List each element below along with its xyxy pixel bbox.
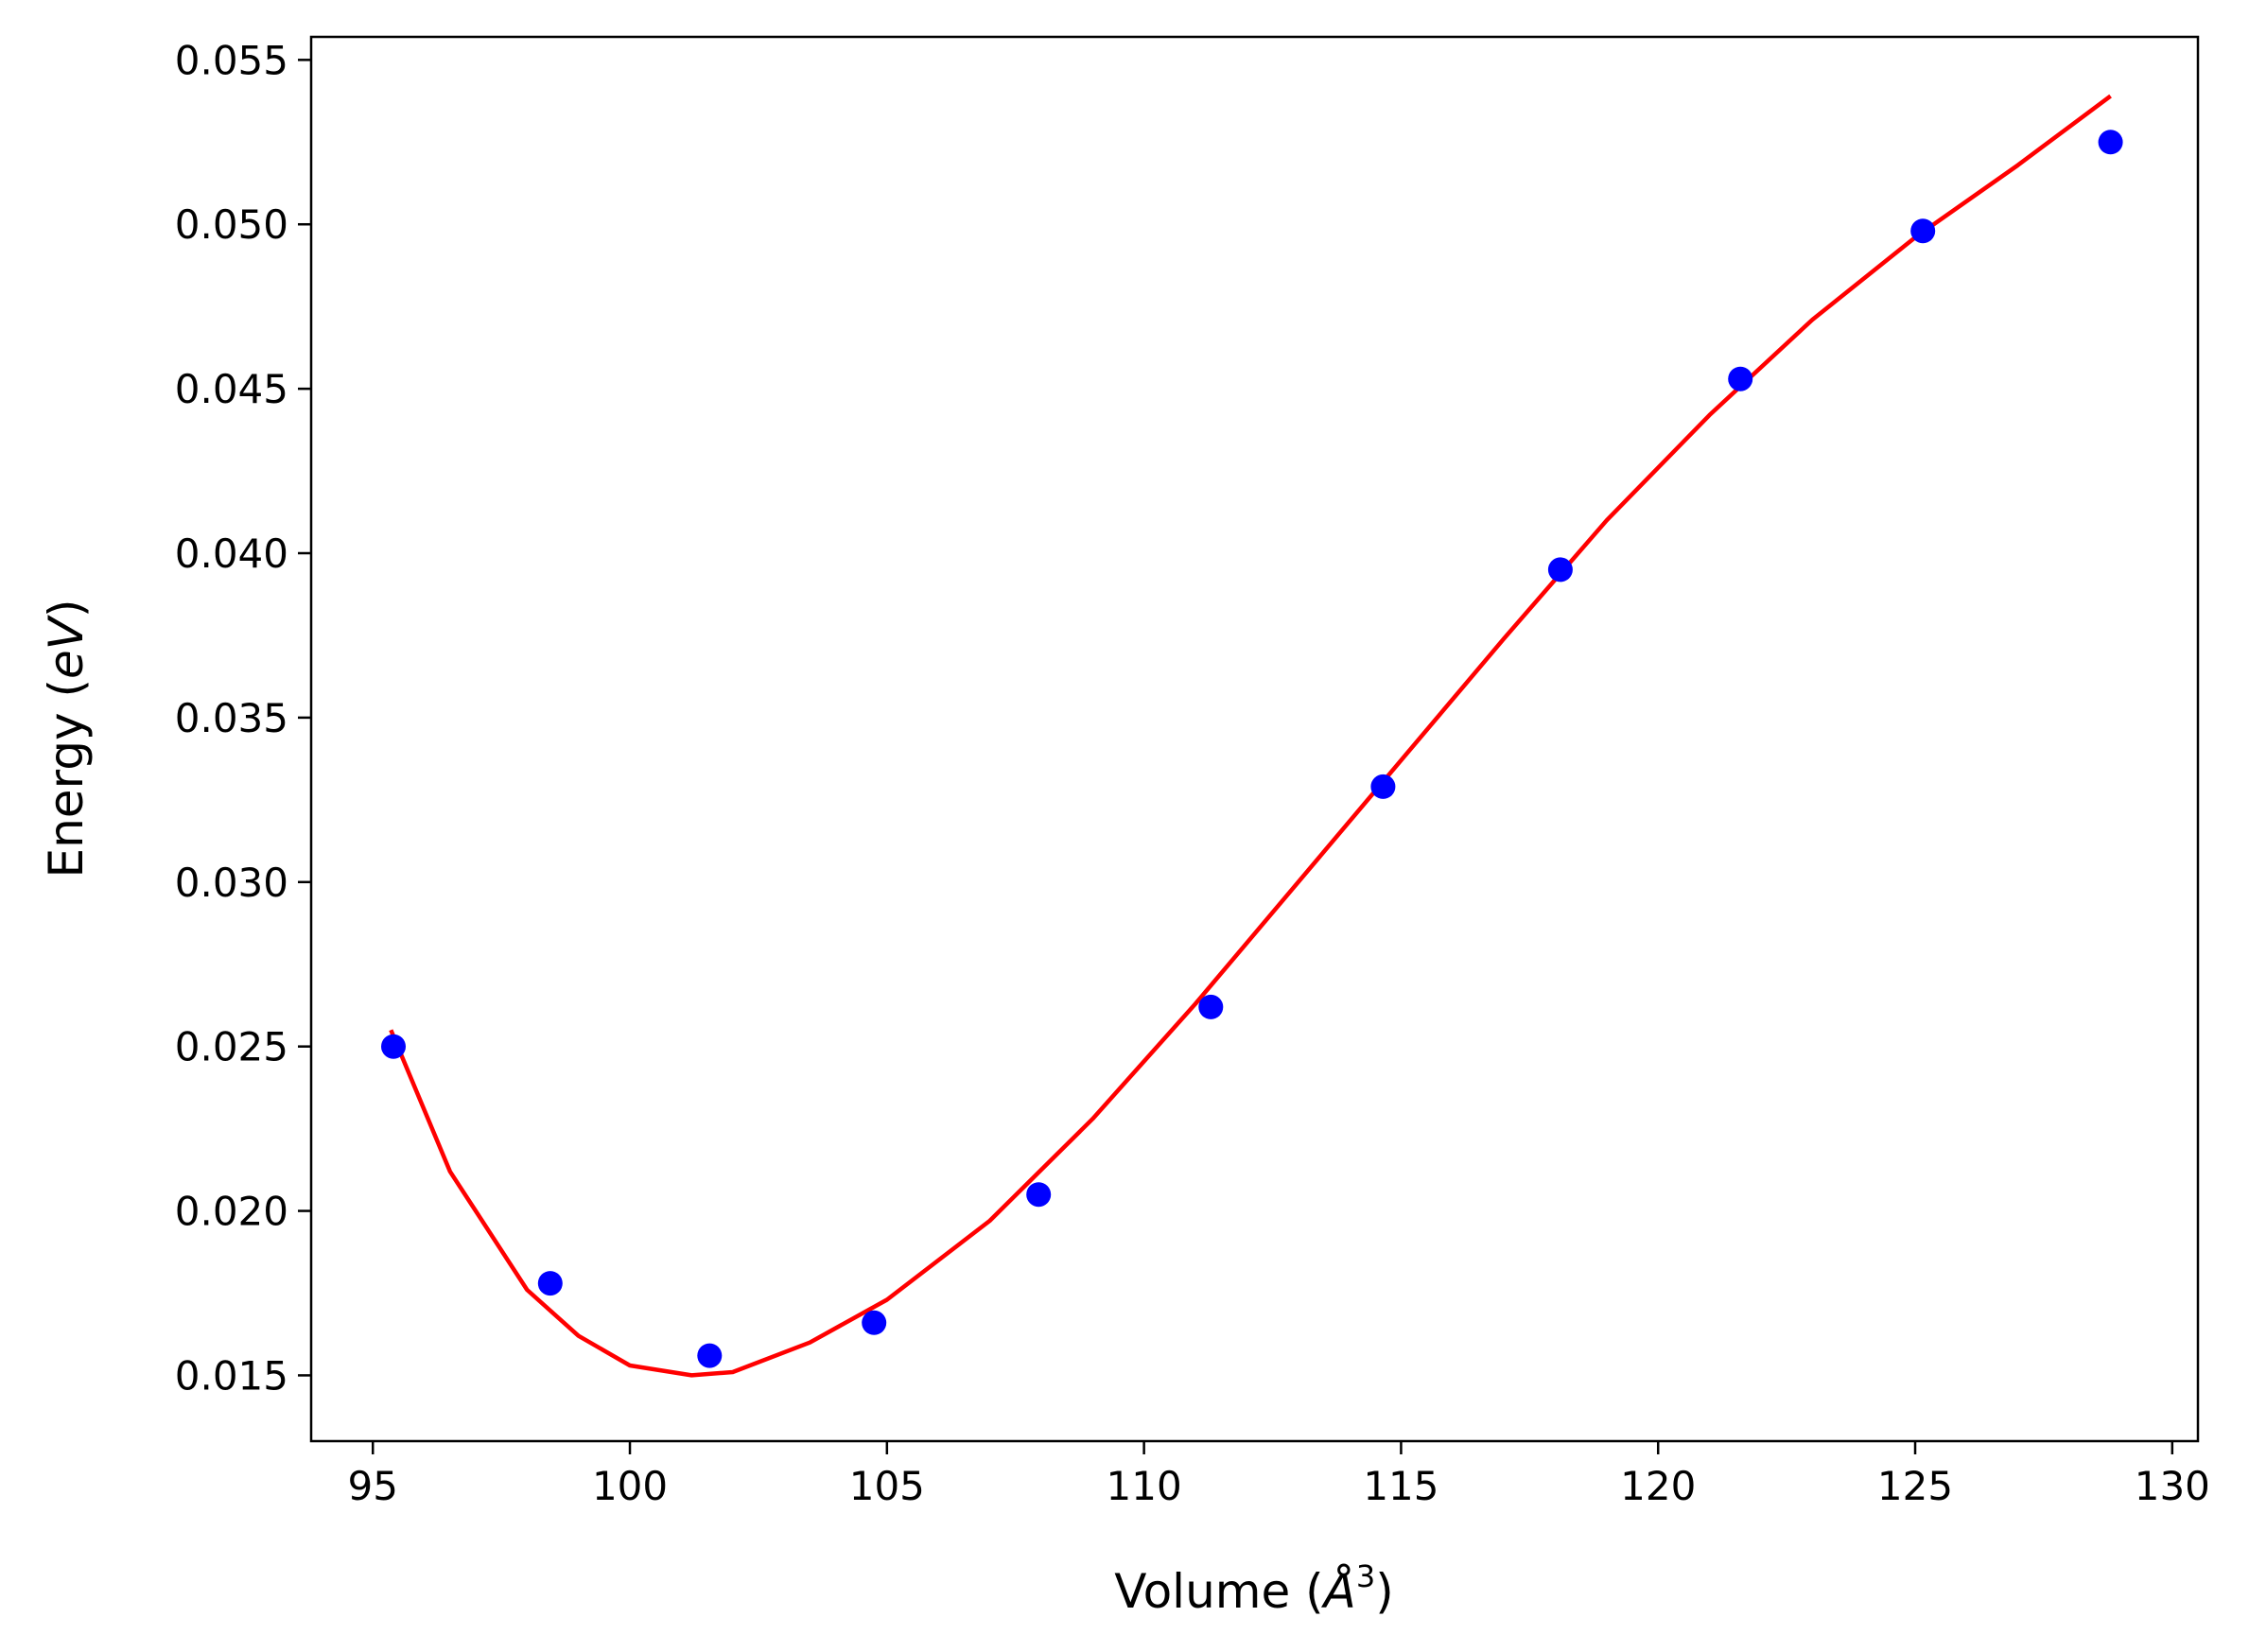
y-tick-label: 0.030	[175, 860, 288, 906]
y-tick-label: 0.035	[175, 695, 288, 741]
y-axis-ticks: 0.015 0.020 0.025 0.030 0.035 0.040 0.045 0.050…	[175, 37, 311, 1399]
data-point	[1026, 1182, 1052, 1208]
x-tick-label: 115	[1363, 1463, 1438, 1509]
data-point	[1370, 774, 1396, 799]
y-tick-label: 0.015	[175, 1352, 288, 1399]
x-tick-label: 120	[1620, 1463, 1696, 1509]
data-point	[1547, 557, 1573, 583]
x-tick-label: 105	[849, 1463, 925, 1509]
x-tick-label: 125	[1877, 1463, 1953, 1509]
plot-marks	[381, 94, 2123, 1378]
data-point	[537, 1271, 563, 1296]
data-point	[1198, 994, 1224, 1019]
x-axis-ticks: 95 100 105 110 115 120 125 130	[348, 1441, 2210, 1509]
y-tick-label: 0.025	[175, 1024, 288, 1070]
plot-frame	[309, 35, 2200, 1443]
fit-curve-line	[389, 94, 2112, 1378]
data-point	[1728, 366, 1753, 391]
data-point	[2098, 130, 2123, 155]
y-tick-label: 0.045	[175, 366, 288, 412]
x-axis-label: Volume (Å3)	[1114, 1558, 1393, 1619]
data-point	[1910, 218, 1936, 244]
data-point	[862, 1310, 887, 1335]
y-axis-label: Energy (eV)	[39, 600, 94, 878]
y-tick-label: 0.055	[175, 37, 288, 83]
x-tick-label: 130	[2135, 1463, 2210, 1509]
data-point	[381, 1034, 406, 1059]
x-tick-label: 100	[592, 1463, 668, 1509]
y-tick-label: 0.020	[175, 1189, 288, 1235]
y-tick-label: 0.040	[175, 530, 288, 577]
x-tick-label: 95	[348, 1463, 398, 1509]
x-tick-label: 110	[1107, 1463, 1182, 1509]
data-point	[697, 1343, 723, 1368]
y-tick-label: 0.050	[175, 201, 288, 248]
